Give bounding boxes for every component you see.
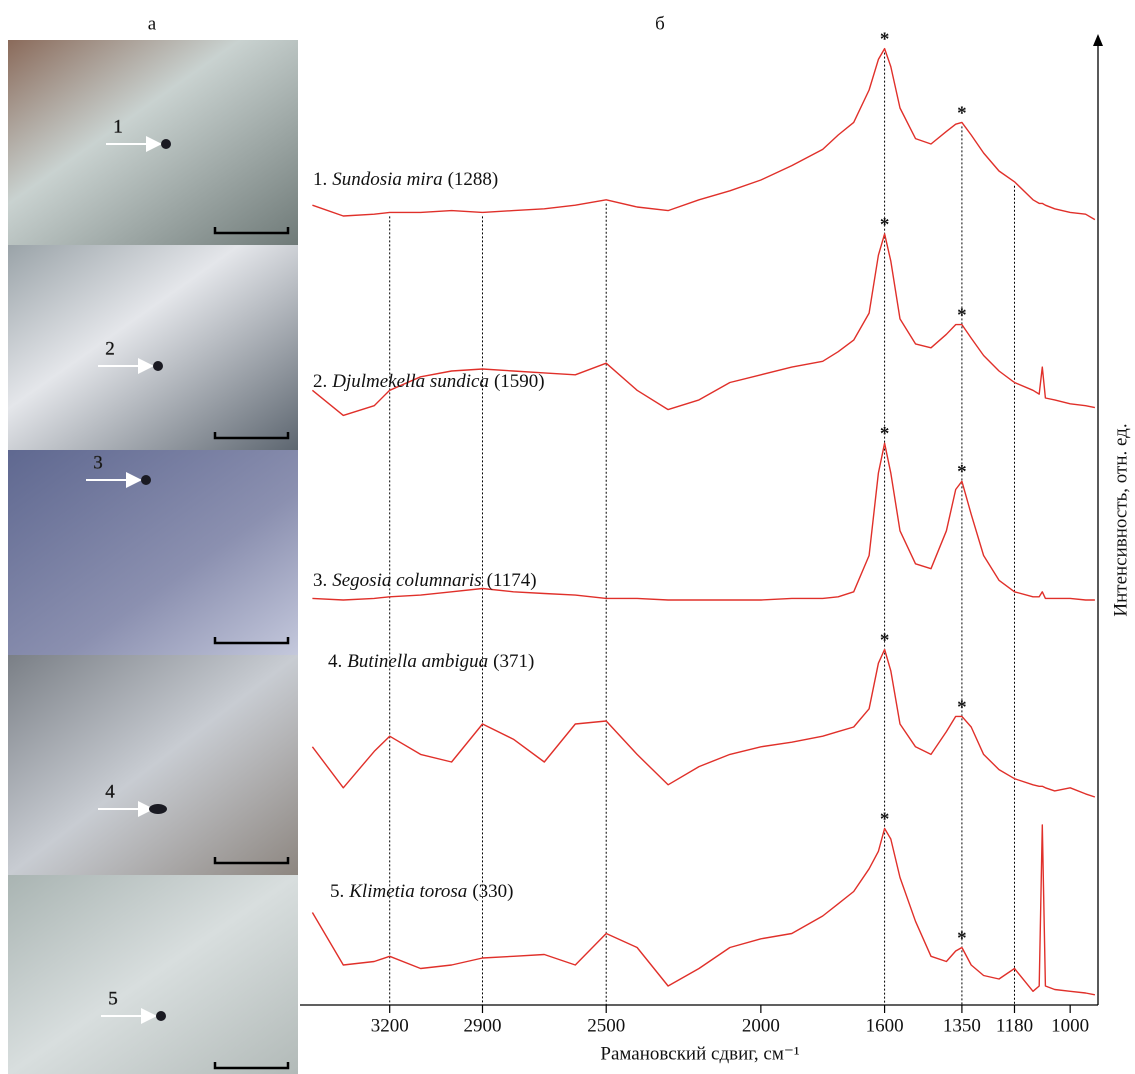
panel-label: а [148,13,157,34]
x-tick-label: 2900 [463,1015,501,1036]
series-label-prefix: 2. [313,371,327,392]
x-tick-label: 3200 [371,1015,409,1036]
series-label-suffix: (1174) [487,570,537,591]
figure: а б Рамановский сдвиг, см⁻¹ Интенсивност… [0,0,1135,1074]
x-tick-label: 2000 [742,1015,780,1036]
series-label-name: Segosia columnaris [332,570,481,591]
photo [8,450,298,655]
particle [153,361,163,371]
series-label-prefix: 3. [313,570,327,591]
photo-label: 2 [105,338,115,359]
series-label-suffix: (371) [493,651,534,672]
panel-label: б [655,13,665,34]
x-tick-label: 1350 [943,1015,981,1036]
y-axis-arrow [1093,34,1103,46]
x-tick-label: 1180 [996,1015,1033,1036]
spectrum-line [312,825,1095,995]
series-label-suffix: (1288) [448,169,499,190]
x-tick-label: 2500 [587,1015,625,1036]
photo [8,245,298,450]
series-label-name: Butinella ambigua [347,651,488,672]
peak-marker: * [880,214,890,235]
particle [156,1011,166,1021]
photo [8,875,298,1074]
photo [8,655,298,875]
peak-marker: * [957,462,967,483]
series-label: 5.Klimetia torosa(330) [330,881,513,902]
series-label-name: Djulmekella sundica [331,371,489,392]
particle [141,475,151,485]
particle [149,804,167,814]
series-label-name: Sundosia mira [332,169,442,190]
x-axis-label: Рамановский сдвиг, см⁻¹ [600,1043,799,1064]
photo-label: 3 [93,452,103,473]
y-axis-label: Интенсивность, отн. ед. [1110,423,1131,616]
photo-label: 1 [113,116,123,137]
series-label-prefix: 5. [330,881,344,902]
series-label-prefix: 1. [313,169,327,190]
peak-marker: * [880,809,890,830]
peak-marker: * [957,928,967,949]
peak-marker: * [880,630,890,651]
series-label-suffix: (330) [472,881,513,902]
series-label: 3.Segosia columnaris (1174) [313,570,537,591]
x-tick-label: 1000 [1051,1015,1089,1036]
series-label-suffix: (1590) [494,371,545,392]
series-label: 2.Djulmekella sundica(1590) [313,371,545,392]
series-label-prefix: 4. [328,651,342,672]
page: {"chart_data": { "type": "line", "panel_… [0,0,1135,1074]
photo-label: 5 [108,988,118,1009]
photo-label: 4 [105,781,115,802]
series-label-name: Klimetia torosa [348,881,467,902]
series-label: 1.Sundosia mira (1288) [313,169,498,190]
peak-marker: * [880,29,890,50]
particle [161,139,171,149]
peak-marker: * [957,103,967,124]
photo [8,40,298,245]
series-label: 4.Butinella ambigua(371) [328,651,534,672]
photos [8,40,298,1074]
spectrum-line [312,49,1095,220]
peak-marker: * [957,697,967,718]
x-tick-label: 1600 [866,1015,904,1036]
peak-marker: * [957,305,967,326]
peak-marker: * [880,424,890,445]
